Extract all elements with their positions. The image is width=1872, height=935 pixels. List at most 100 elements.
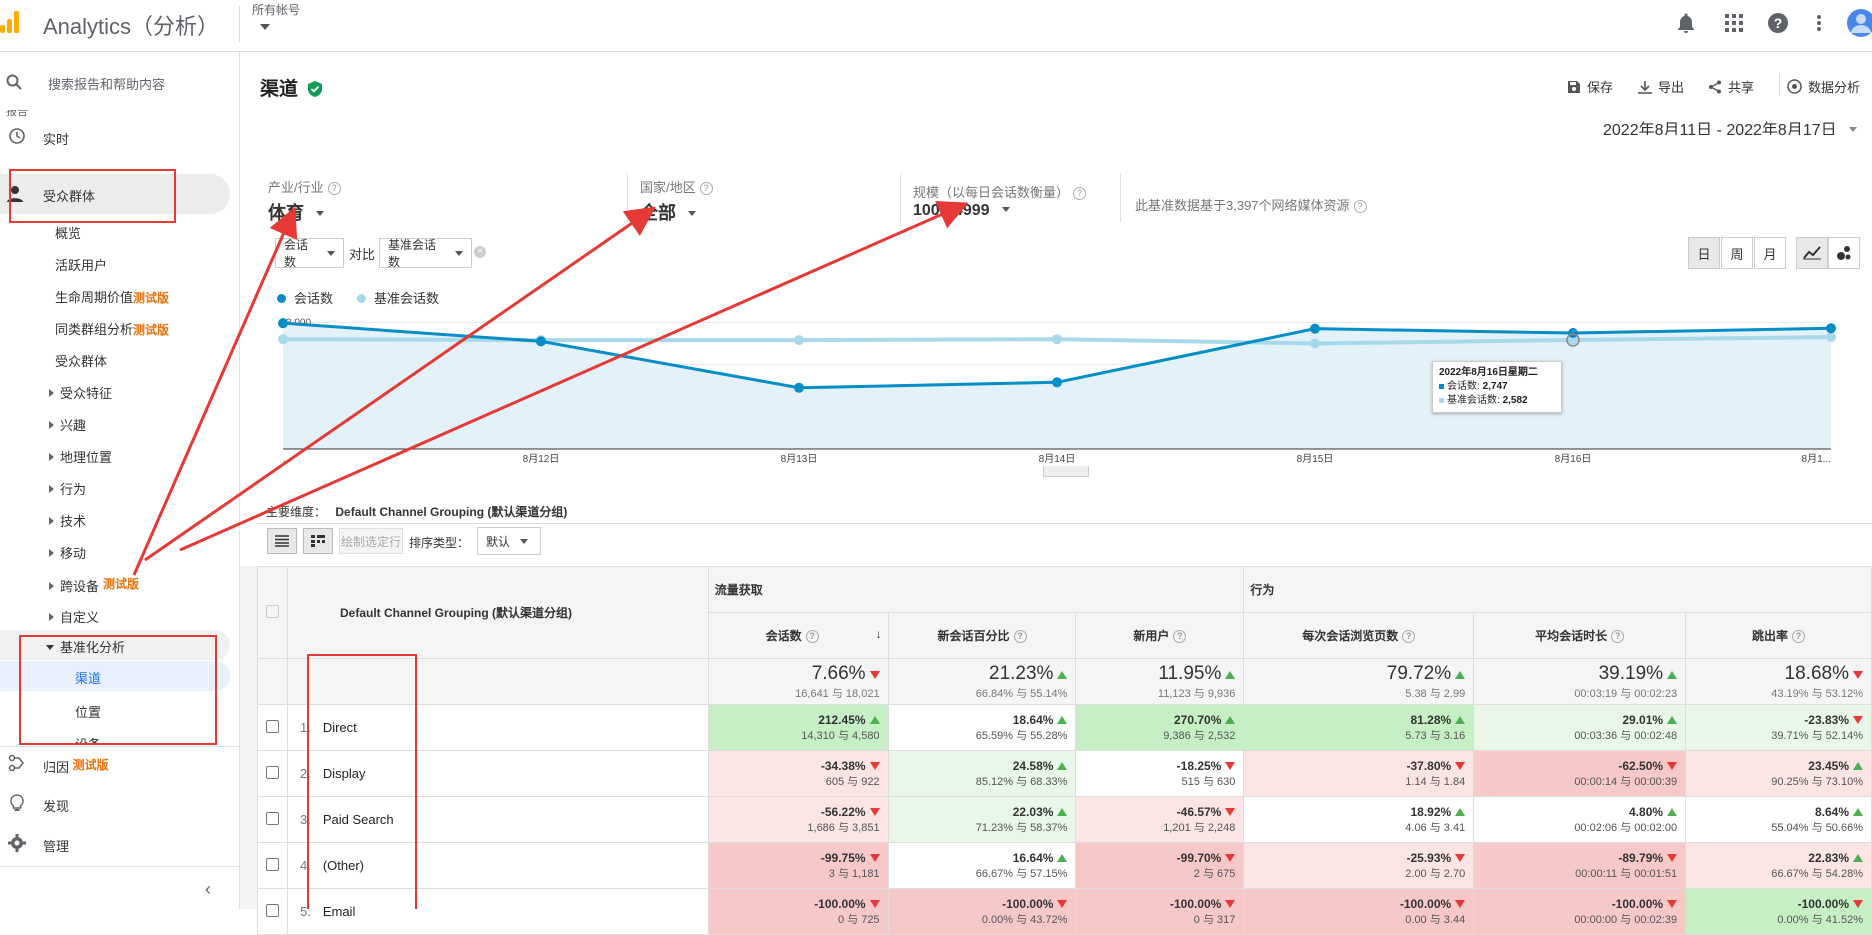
row-checkbox[interactable] bbox=[265, 811, 279, 825]
help-icon[interactable]: ? bbox=[1173, 630, 1187, 643]
apps-grid-icon[interactable] bbox=[1721, 10, 1747, 36]
help-icon[interactable]: ? bbox=[699, 182, 713, 195]
sidebar-item-location[interactable]: 位置 bbox=[75, 705, 102, 720]
help-icon[interactable]: ? bbox=[1765, 10, 1791, 36]
col-header-sessions[interactable]: 会话数? ↓ bbox=[707, 612, 889, 659]
avatar-icon[interactable] bbox=[1846, 6, 1872, 40]
table-row[interactable]: 5. Email -100.00% 0 与 725 -100.00% 0.00% 与 43… bbox=[257, 888, 1872, 935]
remove-compare-icon[interactable]: × bbox=[474, 246, 486, 258]
compare-metric-selector[interactable]: 基准会话数 bbox=[379, 238, 472, 269]
table-row[interactable]: 4. (Other) -99.75% 3 与 1,181 16.64% 66.67% 与 … bbox=[257, 842, 1872, 889]
sidebar-item-mobile[interactable]: 移动 bbox=[49, 543, 86, 562]
divider bbox=[257, 523, 1872, 524]
day-toggle[interactable]: 日 bbox=[1688, 237, 1720, 269]
table-view-toggle[interactable] bbox=[267, 528, 297, 554]
account-selector[interactable]: 所有帐号 bbox=[252, 3, 301, 17]
row-checkbox[interactable] bbox=[265, 765, 279, 779]
sidebar-item-custom[interactable]: 自定义 bbox=[49, 607, 99, 626]
share-button[interactable]: 共享 bbox=[1708, 77, 1754, 96]
sidebar-item-channels[interactable]: 渠道 bbox=[0, 661, 230, 691]
col-header-new-sessions-pct[interactable]: 新会话百分比? bbox=[887, 612, 1077, 659]
col-header-bounce-rate[interactable]: 跳出率? bbox=[1685, 612, 1872, 659]
channel-name-cell[interactable]: 3. Paid Search bbox=[286, 796, 709, 843]
benchmark-note: 此基准数据基于3,397个网络媒体资源? bbox=[1135, 195, 1367, 214]
save-button[interactable]: 保存 bbox=[1567, 77, 1613, 96]
sidebar-item-audiences[interactable]: 受众群体 bbox=[55, 354, 108, 369]
sidebar-item-interests[interactable]: 兴趣 bbox=[49, 415, 86, 434]
sidebar-item-admin[interactable]: 管理 bbox=[0, 832, 239, 858]
help-icon[interactable]: ? bbox=[1353, 200, 1367, 213]
table-row[interactable]: 3. Paid Search -56.22% 1,686 与 3,851 22.03% 7… bbox=[257, 796, 1872, 843]
help-icon[interactable]: ? bbox=[1792, 630, 1806, 643]
metric-cell: 23.45% 90.25% 与 73.10% bbox=[1685, 750, 1872, 797]
table-row[interactable]: 1. Direct 212.45% 14,310 与 4,580 18.64% 65.59… bbox=[257, 704, 1872, 751]
help-icon[interactable]: ? bbox=[1013, 630, 1027, 643]
sidebar-item-overview[interactable]: 概览 bbox=[55, 226, 82, 241]
total-cell: 7.66% 16,641 与 18,021 bbox=[707, 658, 889, 705]
sidebar-item-realtime[interactable]: 实时 bbox=[0, 125, 239, 151]
col-header-avg-session-duration[interactable]: 平均会话时长? bbox=[1473, 612, 1687, 659]
chart-resize-handle[interactable] bbox=[1043, 466, 1089, 477]
insights-icon bbox=[1787, 79, 1802, 94]
plot-rows-button[interactable]: 绘制选定行 bbox=[339, 528, 403, 554]
channel-name-cell[interactable]: 2. Display bbox=[286, 750, 709, 797]
export-button[interactable]: 导出 bbox=[1638, 77, 1684, 96]
channel-name-cell[interactable]: 5. Email bbox=[286, 888, 709, 935]
select-all-checkbox[interactable] bbox=[265, 604, 279, 618]
sidebar-item-geo[interactable]: 地理位置 bbox=[49, 447, 112, 466]
sidebar-item-cross-device[interactable]: 跨设备 测试版 bbox=[49, 575, 139, 595]
total-cell: 21.23% 66.84% 与 55.14% bbox=[887, 658, 1077, 705]
sidebar-item-active-users[interactable]: 活跃用户 bbox=[55, 258, 108, 273]
legend-item[interactable]: 基准会话数 bbox=[357, 288, 439, 307]
metric-cell: 8.64% 55.04% 与 50.66% bbox=[1685, 796, 1872, 843]
dimension-header[interactable]: Default Channel Grouping (默认渠道分组) bbox=[286, 566, 709, 659]
sidebar-item-technology[interactable]: 技术 bbox=[49, 511, 86, 530]
table-row[interactable]: 2. Display -34.38% 605 与 922 24.58% 85.12% 与 … bbox=[257, 750, 1872, 797]
arrow-up-icon bbox=[1057, 762, 1068, 770]
month-toggle[interactable]: 月 bbox=[1754, 237, 1786, 269]
metric-selector[interactable]: 会话数 bbox=[275, 238, 344, 269]
line-chart-toggle[interactable] bbox=[1796, 237, 1828, 269]
pivot-view-toggle[interactable] bbox=[303, 528, 333, 554]
metric-cell: -99.75% 3 与 1,181 bbox=[707, 842, 889, 889]
col-header-new-users[interactable]: 新用户? bbox=[1075, 612, 1245, 659]
legend-item[interactable]: 会话数 bbox=[277, 288, 333, 307]
sidebar-item-devices[interactable]: 设备 bbox=[75, 734, 101, 743]
sidebar-item-cohort-analysis[interactable]: 同类群组分析测试版 bbox=[55, 319, 169, 338]
collapse-chevron-icon[interactable]: ‹ bbox=[205, 879, 211, 899]
sidebar: 搜索报告和帮助内容 报告 实时 受众群体 概览 活跃用户 生命周期价值测试版 同… bbox=[0, 52, 240, 909]
insights-button[interactable]: 数据分析 bbox=[1787, 77, 1860, 96]
week-toggle[interactable]: 周 bbox=[1721, 237, 1753, 269]
sidebar-item-label: 行为 bbox=[60, 482, 87, 497]
row-select-cell bbox=[257, 750, 288, 797]
sidebar-item-attribution[interactable]: 归因 测试版 bbox=[0, 752, 239, 778]
motion-chart-toggle[interactable] bbox=[1828, 237, 1860, 269]
chevron-down-icon[interactable] bbox=[260, 24, 270, 30]
more-vert-icon[interactable] bbox=[1806, 10, 1832, 36]
country-label: 国家/地区? bbox=[640, 177, 713, 196]
help-icon[interactable]: ? bbox=[327, 182, 341, 195]
sort-type-dropdown[interactable]: 默认 bbox=[477, 527, 541, 555]
sidebar-item-discover[interactable]: 发现 bbox=[0, 792, 239, 818]
channel-name-cell[interactable]: 1. Direct bbox=[286, 704, 709, 751]
sidebar-item-behavior[interactable]: 行为 bbox=[49, 479, 86, 498]
help-icon[interactable]: ? bbox=[1611, 630, 1625, 643]
col-header-pages-per-session[interactable]: 每次会话浏览页数? bbox=[1243, 612, 1475, 659]
sidebar-item-lifetime-value[interactable]: 生命周期价值测试版 bbox=[55, 287, 169, 306]
sidebar-item-demographics[interactable]: 受众特征 bbox=[49, 383, 112, 402]
help-icon[interactable]: ? bbox=[1402, 630, 1416, 643]
channel-name-cell[interactable]: 4. (Other) bbox=[286, 842, 709, 889]
search-reports[interactable]: 搜索报告和帮助内容 bbox=[0, 66, 239, 96]
row-checkbox[interactable] bbox=[265, 903, 279, 917]
bell-icon[interactable] bbox=[1673, 10, 1699, 36]
benchmark-filters: 产业/行业? 体育 国家/地区? 全部 规模（以每日会话数衡量）? 1000-4… bbox=[240, 135, 1872, 223]
help-icon[interactable]: ? bbox=[805, 630, 819, 643]
row-checkbox[interactable] bbox=[265, 719, 279, 733]
sidebar-item-audience[interactable]: 受众群体 bbox=[0, 174, 230, 214]
row-checkbox[interactable] bbox=[265, 857, 279, 871]
sidebar-item-benchmarking[interactable]: 基准化分析 bbox=[0, 630, 230, 660]
person-icon bbox=[7, 186, 23, 202]
help-icon[interactable]: ? bbox=[1073, 187, 1087, 200]
size-dropdown[interactable]: 1000-4999 bbox=[913, 202, 1010, 220]
attribution-icon bbox=[8, 754, 24, 772]
